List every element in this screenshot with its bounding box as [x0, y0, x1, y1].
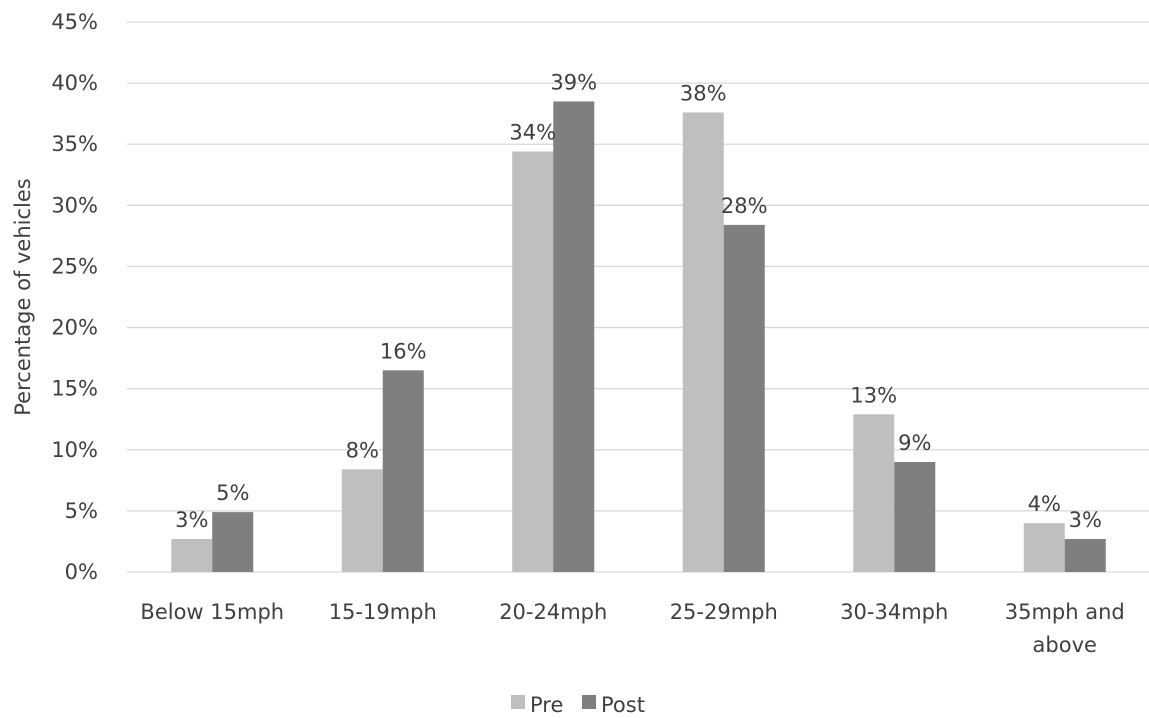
y-tick-label: 35%	[51, 132, 98, 156]
data-label: 16%	[380, 339, 427, 363]
bar-post	[553, 101, 595, 572]
legend-swatch-pre	[511, 695, 525, 709]
data-label: 5%	[216, 481, 249, 505]
x-tick-label: 30-34mph	[840, 600, 948, 624]
bar-post	[894, 462, 936, 572]
bar-pre	[682, 112, 724, 572]
bar-post	[723, 224, 765, 572]
data-label: 13%	[850, 383, 897, 407]
y-tick-label: 10%	[51, 438, 98, 462]
x-tick-label: 25-29mph	[670, 600, 778, 624]
y-axis-ticks: 0% 5% 10% 15% 20% 25% 30% 35% 40% 45%	[51, 10, 98, 584]
data-label: 3%	[175, 508, 208, 532]
y-axis-title: Percentage of vehicles	[11, 178, 35, 415]
data-label: 39%	[550, 70, 597, 94]
bar-post	[1064, 539, 1106, 572]
y-axis-title-group: Percentage of vehicles	[11, 178, 35, 415]
data-label: 9%	[898, 431, 931, 455]
x-tick-label: Below 15mph	[140, 600, 284, 624]
legend-label-post: Post	[601, 693, 645, 717]
bar-pre	[512, 151, 554, 573]
x-tick-label: 15-19mph	[329, 600, 437, 624]
bar-pre	[853, 414, 895, 572]
data-label: 4%	[1028, 492, 1061, 516]
legend-label-pre: Pre	[530, 693, 563, 717]
y-tick-label: 25%	[51, 254, 98, 278]
x-tick-label: 20-24mph	[499, 600, 607, 624]
bar-post	[212, 512, 254, 572]
bar-pre	[1023, 523, 1065, 572]
y-tick-label: 20%	[51, 316, 98, 340]
data-label: 38%	[680, 81, 727, 105]
data-label: 34%	[509, 121, 556, 145]
y-tick-label: 15%	[51, 377, 98, 401]
bar-post	[382, 370, 424, 572]
data-labels: 3% 5% 8% 16% 34% 39% 38% 28% 13%9% 4% 3%	[175, 70, 1102, 532]
bar-pre	[341, 469, 383, 572]
y-tick-label: 40%	[51, 71, 98, 95]
y-tick-label: 30%	[51, 193, 98, 217]
x-tick-label: 35mph and above	[1005, 600, 1125, 657]
legend-swatch-post	[582, 695, 596, 709]
x-axis-categories: Below 15mph 15-19mph 20-24mph 25-29mph 30-34…	[140, 600, 1124, 657]
y-tick-label: 5%	[65, 499, 98, 523]
data-label: 3%	[1069, 508, 1102, 532]
y-tick-label: 0%	[65, 560, 98, 584]
legend: Pre Post	[511, 693, 645, 717]
gridlines	[127, 21, 1149, 573]
data-label: 8%	[346, 438, 379, 462]
data-label: 28%	[721, 194, 768, 218]
y-tick-label: 45%	[51, 10, 98, 34]
bar-pre	[171, 539, 213, 572]
bars	[171, 101, 1106, 573]
